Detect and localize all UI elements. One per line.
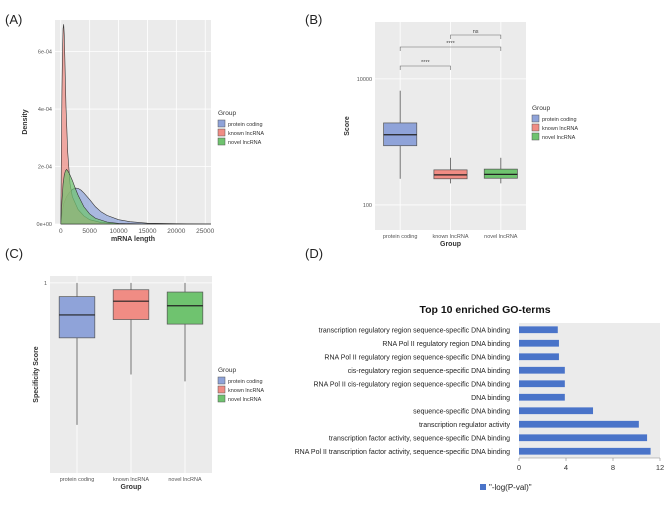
legend-swatch — [531, 123, 540, 132]
significance-label: **** — [446, 41, 455, 47]
y-tick-label: 10000 — [357, 77, 372, 83]
legend-title: Group — [532, 105, 550, 112]
box-novel_lncrna — [483, 168, 518, 179]
go-bar — [519, 434, 648, 442]
y-tick-label: 2e-04 — [38, 165, 52, 171]
legend-swatch — [217, 137, 226, 146]
legend-label: known lncRNA — [228, 388, 264, 394]
category-label: RNA Pol II regulatory region sequence-sp… — [324, 354, 510, 361]
x-tick-label: 15000 — [138, 228, 156, 235]
significance-bracket — [450, 34, 502, 39]
legend-label: known lncRNA — [228, 131, 264, 137]
category-label: RNA Pol II cis-regulatory region sequenc… — [314, 381, 511, 388]
x-tick-label: novel lncRNA — [168, 477, 202, 483]
go-bar — [519, 447, 651, 455]
significance-label: **** — [421, 60, 430, 66]
panel-label-c: (C) — [5, 246, 24, 261]
legend-title: Group — [218, 367, 236, 374]
go-bar — [519, 326, 558, 334]
go-bar — [519, 380, 565, 388]
box-protein_coding — [58, 296, 96, 339]
x-tick-label: 8 — [611, 463, 615, 472]
legend-label: protein coding — [542, 117, 577, 123]
y-axis-title: Specificity Score — [33, 346, 40, 403]
go-bar — [519, 393, 565, 401]
legend-label: novel lncRNA — [542, 135, 576, 141]
y-tick-label: 6e-04 — [38, 50, 52, 56]
y-tick-label: 100 — [363, 203, 372, 209]
x-tick-label: 25000 — [196, 228, 214, 235]
x-tick-label: 20000 — [167, 228, 185, 235]
x-tick-label: 12 — [656, 463, 664, 472]
legend-swatch — [217, 376, 226, 385]
x-tick-label: protein coding — [383, 234, 418, 240]
x-axis-title: Group — [121, 484, 142, 491]
y-axis-title: Score — [344, 116, 351, 136]
legend-swatch — [217, 394, 226, 403]
box-novel_lncrna — [166, 291, 204, 325]
category-label: RNA Pol II transcription factor activity… — [295, 449, 511, 456]
go-bar — [519, 353, 559, 361]
x-tick-label: 4 — [564, 463, 568, 472]
x-tick-label: 10000 — [110, 228, 128, 235]
x-axis-title: Group — [440, 241, 461, 248]
panel-label-b: (B) — [305, 12, 323, 27]
legend-label: novel lncRNA — [228, 140, 262, 146]
y-axis-title: Density — [22, 109, 29, 134]
x-axis-title: mRNA length — [111, 236, 155, 243]
category-label: transcription factor activity, sequence-… — [329, 435, 510, 442]
category-label: transcription regulatory region sequence… — [319, 327, 511, 334]
legend-swatch — [531, 114, 540, 123]
x-tick-label: 0 — [59, 228, 63, 235]
legend-label: protein coding — [228, 379, 263, 385]
y-tick-label: 1 — [44, 281, 47, 287]
panel-label-d: (D) — [305, 246, 324, 261]
category-label: transcription regulator activity — [419, 422, 511, 429]
category-label: RNA Pol II regulatory region DNA binding — [382, 341, 510, 348]
category-label: DNA binding — [471, 395, 510, 402]
legend-swatch — [531, 132, 540, 141]
x-tick-label: 5000 — [82, 228, 97, 235]
legend-swatch — [217, 128, 226, 137]
go-bar — [519, 407, 594, 415]
significance-bracket — [399, 46, 502, 51]
x-tick-label: novel lncRNA — [484, 234, 518, 240]
x-tick-label: 0 — [517, 463, 521, 472]
x-tick-label: known lncRNA — [432, 234, 468, 240]
go-bar — [519, 339, 559, 347]
category-label: cis-regulatory region sequence-specific … — [348, 368, 510, 375]
chart-title: Top 10 enriched GO-terms — [419, 304, 550, 316]
density-area-novel_lncrna — [60, 168, 211, 225]
y-tick-label: 0e+00 — [37, 222, 52, 228]
go-bar — [519, 420, 639, 428]
legend-title: Group — [218, 110, 236, 117]
x-tick-label: known lncRNA — [113, 477, 149, 483]
category-label: sequence-specific DNA binding — [413, 408, 510, 415]
legend-swatch — [217, 385, 226, 394]
y-tick-label: 4e-04 — [38, 107, 52, 113]
legend-label: novel lncRNA — [228, 397, 262, 403]
legend-label: "-log(P-val)" — [489, 483, 532, 492]
legend-swatch — [217, 119, 226, 128]
significance-bracket — [399, 65, 451, 70]
significance-label: ns — [473, 29, 479, 35]
legend-label: protein coding — [228, 122, 263, 128]
legend-label: known lncRNA — [542, 126, 578, 132]
legend-swatch — [480, 484, 486, 490]
x-tick-label: protein coding — [60, 477, 95, 483]
panel-label-a: (A) — [5, 12, 23, 27]
box-known_lncrna — [112, 289, 150, 320]
go-bar — [519, 366, 565, 374]
